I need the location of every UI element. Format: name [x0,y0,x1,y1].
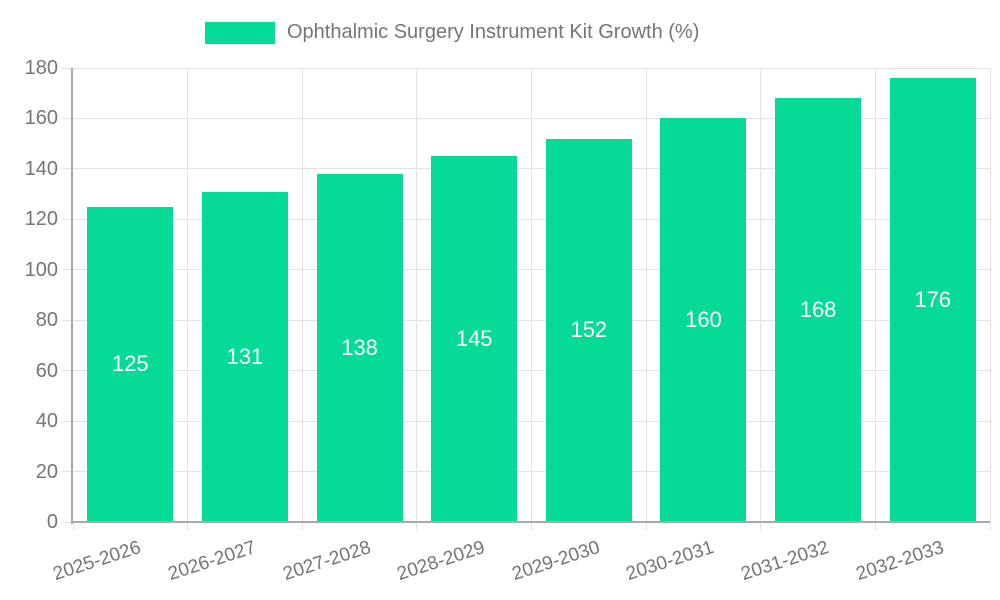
grid-line-vertical [301,68,303,531]
y-axis-tick-label: 180 [24,57,58,79]
grid-line-horizontal [62,117,990,119]
grid-line-vertical [416,68,418,531]
y-axis-tick-label: 140 [24,157,58,180]
bar [660,118,747,521]
legend-swatch [205,21,275,44]
grid-line-horizontal [62,420,990,422]
bar [889,78,976,521]
grid-line-vertical [72,522,74,531]
grid-line-vertical [989,68,991,531]
grid-line-vertical [187,68,189,531]
grid-line-horizontal [62,370,990,372]
y-axis-tick-label: 80 [35,309,58,332]
bar [431,156,518,521]
grid-line-vertical [645,68,647,531]
grid-line-vertical [874,68,876,531]
bar-value-label: 160 [685,307,722,333]
bar [201,191,288,521]
y-axis-tick-label: 40 [35,410,58,433]
grid-line-horizontal [62,67,990,69]
bar [775,98,862,521]
bar-value-label: 125 [111,351,149,377]
y-axis-tick-label: 20 [35,460,58,483]
bar [87,206,174,521]
y-axis-tick-label: 0 [46,511,58,533]
grid-line-horizontal [62,269,990,271]
grid-line-vertical [531,68,532,531]
bar-value-label: 131 [226,343,264,369]
bar-value-label: 152 [570,317,608,343]
y-axis-tick-label: 120 [24,208,58,231]
y-axis-tick-label: 160 [24,107,58,130]
legend-item[interactable]: Ophthalmic Surgery Instrument Kit Growth… [205,21,699,44]
grid-line-horizontal [62,471,990,473]
grid-line-vertical [760,68,762,531]
y-axis-tick-label: 60 [35,359,58,382]
bar-value-label: 168 [799,297,837,323]
y-axis-line [71,68,73,524]
x-axis-line [71,521,990,523]
bar-value-label: 176 [914,287,952,313]
grid-line-horizontal [62,168,990,170]
grid-line-horizontal [62,218,990,220]
y-axis-tick-label: 100 [24,258,58,281]
bar [316,173,403,521]
bar [545,138,632,521]
grid-line-horizontal [62,521,73,523]
bar-value-label: 138 [341,334,378,360]
grid-line-horizontal [62,319,990,321]
legend-label: Ophthalmic Surgery Instrument Kit Growth… [287,21,700,43]
bar-value-label: 145 [455,326,493,352]
